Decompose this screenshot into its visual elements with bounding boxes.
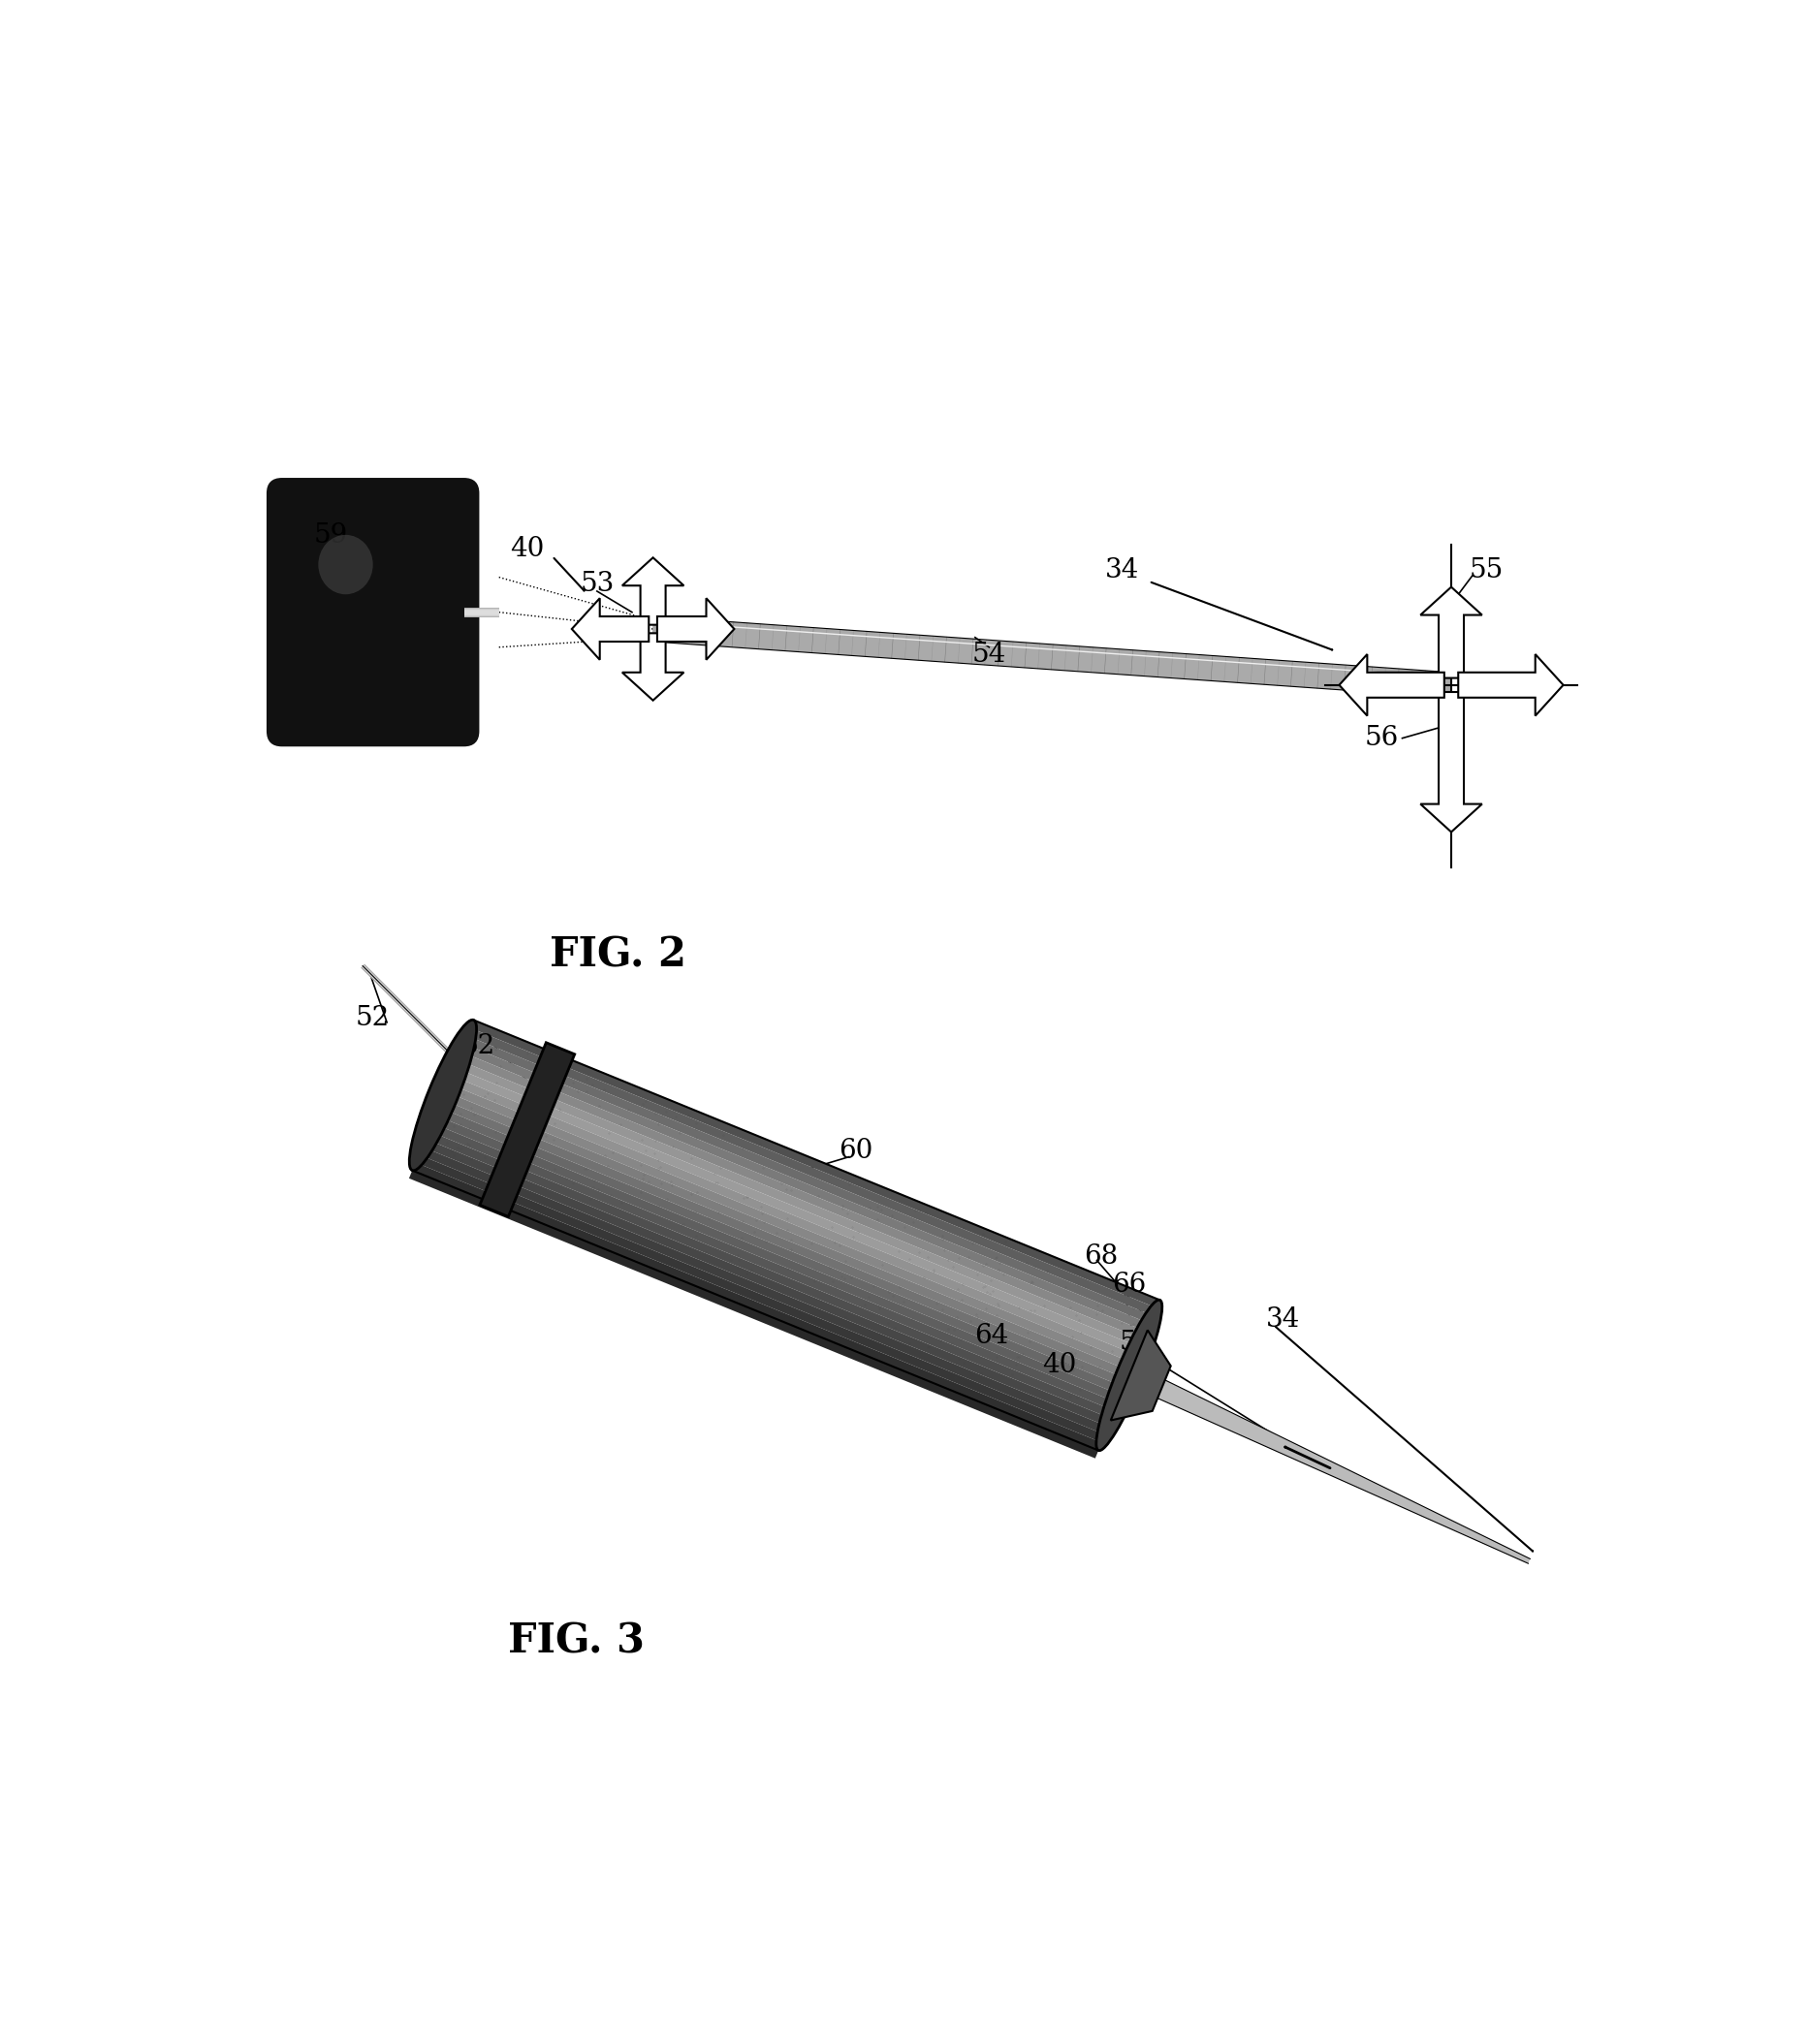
Polygon shape [416, 1155, 1104, 1443]
Ellipse shape [1097, 1300, 1162, 1451]
Polygon shape [468, 1028, 1156, 1316]
Polygon shape [1420, 587, 1482, 679]
Polygon shape [658, 599, 734, 660]
Text: 54: 54 [972, 642, 1006, 666]
Polygon shape [408, 1171, 1099, 1457]
Text: 56: 56 [1364, 726, 1399, 752]
Polygon shape [481, 1042, 575, 1216]
Polygon shape [428, 1122, 1119, 1410]
Polygon shape [437, 1100, 1128, 1388]
Text: FIG. 3: FIG. 3 [508, 1621, 645, 1662]
Text: 40: 40 [510, 536, 544, 562]
Polygon shape [448, 1075, 1137, 1363]
Text: 34: 34 [1106, 558, 1138, 583]
Text: 64: 64 [974, 1322, 1008, 1349]
Polygon shape [652, 617, 1453, 697]
Text: 52: 52 [356, 1006, 390, 1032]
Polygon shape [432, 1116, 1120, 1402]
Polygon shape [461, 1044, 1149, 1333]
Polygon shape [1458, 654, 1563, 715]
Polygon shape [452, 1067, 1140, 1355]
Polygon shape [622, 558, 683, 625]
Text: 60: 60 [838, 1139, 873, 1165]
Ellipse shape [410, 1020, 477, 1171]
Text: 40: 40 [1043, 1353, 1077, 1378]
Ellipse shape [318, 536, 372, 595]
Text: FIG. 2: FIG. 2 [549, 934, 687, 975]
Polygon shape [464, 1036, 1153, 1325]
Polygon shape [419, 1147, 1108, 1435]
Polygon shape [622, 634, 683, 701]
Polygon shape [454, 1059, 1144, 1347]
Polygon shape [1111, 1331, 1171, 1421]
Text: 59: 59 [314, 521, 349, 548]
Polygon shape [470, 1020, 1160, 1308]
Text: 53: 53 [580, 570, 614, 597]
Polygon shape [571, 599, 649, 660]
Text: 66: 66 [1111, 1271, 1146, 1298]
Polygon shape [1146, 1374, 1531, 1564]
Text: 68: 68 [1084, 1243, 1119, 1269]
Polygon shape [423, 1139, 1111, 1427]
Polygon shape [457, 1053, 1147, 1339]
Text: 62: 62 [461, 1032, 495, 1059]
Polygon shape [435, 1108, 1124, 1394]
Polygon shape [412, 1163, 1102, 1451]
FancyBboxPatch shape [267, 478, 477, 746]
Polygon shape [445, 1083, 1135, 1372]
Polygon shape [441, 1091, 1131, 1380]
Text: 54: 54 [1119, 1331, 1153, 1355]
Polygon shape [1420, 693, 1482, 832]
Polygon shape [1339, 654, 1444, 715]
Text: 34: 34 [1267, 1306, 1301, 1333]
Polygon shape [425, 1130, 1115, 1419]
Text: 55: 55 [1469, 558, 1503, 583]
